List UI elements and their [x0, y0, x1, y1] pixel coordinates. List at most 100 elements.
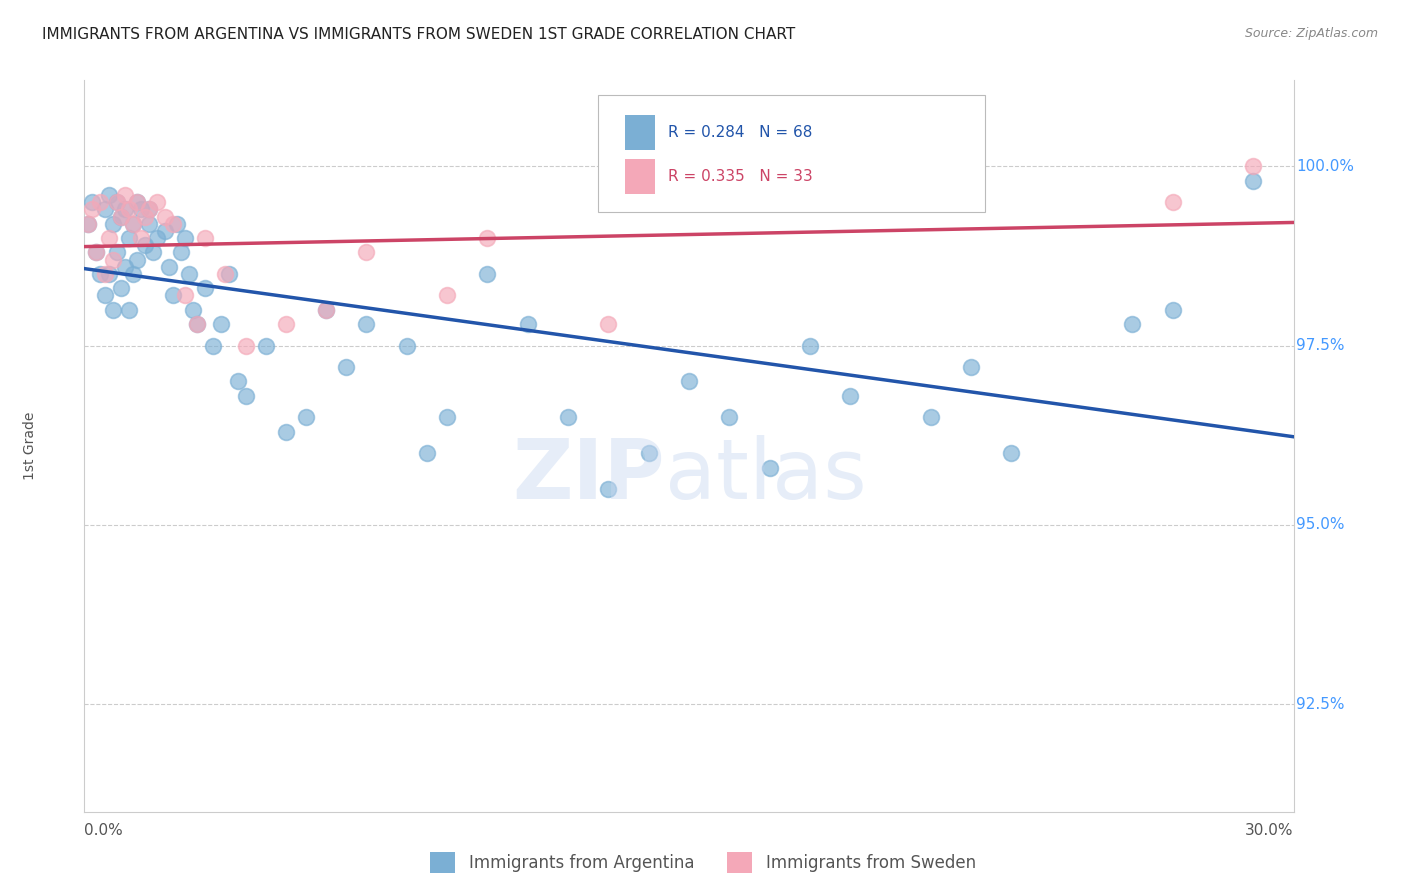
Point: [134, 238, 156, 252]
Point: [93, 202, 115, 217]
Point: [105, 195, 128, 210]
Text: 0.0%: 0.0%: [84, 822, 124, 838]
Point: [274, 317, 297, 331]
Point: [436, 410, 458, 425]
Point: [134, 210, 156, 224]
Point: [138, 202, 160, 217]
Point: [516, 317, 538, 331]
Point: [97, 267, 120, 281]
Point: [254, 338, 277, 352]
Point: [142, 245, 165, 260]
Point: [960, 195, 983, 210]
Point: [1241, 159, 1264, 173]
Point: [157, 260, 180, 274]
Point: [146, 231, 169, 245]
Point: [118, 202, 141, 217]
Point: [114, 188, 136, 202]
Point: [114, 260, 136, 274]
Point: [162, 288, 184, 302]
Point: [356, 245, 378, 260]
Text: 100.0%: 100.0%: [1296, 159, 1354, 174]
Point: [125, 195, 148, 210]
Point: [118, 231, 141, 245]
Point: [186, 317, 208, 331]
Point: [315, 302, 337, 317]
Point: [839, 389, 862, 403]
Point: [105, 245, 128, 260]
Text: 30.0%: 30.0%: [1246, 822, 1294, 838]
Point: [315, 302, 337, 317]
Point: [89, 267, 111, 281]
Point: [202, 338, 225, 352]
Point: [477, 267, 499, 281]
FancyBboxPatch shape: [624, 159, 655, 194]
Point: [274, 425, 297, 439]
Point: [637, 446, 659, 460]
Point: [1121, 317, 1143, 331]
Point: [101, 302, 124, 317]
Point: [194, 281, 217, 295]
Point: [598, 317, 620, 331]
Point: [1161, 302, 1184, 317]
Point: [97, 231, 120, 245]
Point: [82, 202, 104, 217]
Point: [86, 245, 108, 260]
Point: [153, 224, 176, 238]
Text: 97.5%: 97.5%: [1296, 338, 1344, 353]
FancyBboxPatch shape: [599, 95, 986, 212]
Point: [1000, 446, 1022, 460]
Point: [114, 202, 136, 217]
Text: 1st Grade: 1st Grade: [22, 412, 37, 480]
Point: [477, 231, 499, 245]
FancyBboxPatch shape: [624, 115, 655, 150]
Point: [77, 217, 100, 231]
Point: [186, 317, 208, 331]
Point: [129, 231, 152, 245]
Point: [162, 217, 184, 231]
Point: [138, 217, 160, 231]
Text: IMMIGRANTS FROM ARGENTINA VS IMMIGRANTS FROM SWEDEN 1ST GRADE CORRELATION CHART: IMMIGRANTS FROM ARGENTINA VS IMMIGRANTS …: [42, 27, 796, 42]
Point: [335, 360, 357, 375]
Point: [557, 410, 579, 425]
Legend: Immigrants from Argentina, Immigrants from Sweden: Immigrants from Argentina, Immigrants fr…: [423, 846, 983, 880]
Text: 95.0%: 95.0%: [1296, 517, 1344, 533]
Point: [718, 410, 741, 425]
Point: [758, 460, 780, 475]
Point: [356, 317, 378, 331]
Point: [194, 231, 217, 245]
Point: [105, 195, 128, 210]
Point: [235, 389, 257, 403]
Point: [235, 338, 257, 352]
Point: [125, 195, 148, 210]
Point: [121, 217, 143, 231]
Point: [218, 267, 240, 281]
Point: [93, 288, 115, 302]
Text: R = 0.335   N = 33: R = 0.335 N = 33: [668, 169, 813, 184]
Point: [395, 338, 418, 352]
Text: ZIP: ZIP: [512, 434, 665, 516]
Point: [799, 338, 821, 352]
Point: [118, 302, 141, 317]
Point: [97, 188, 120, 202]
Text: atlas: atlas: [665, 434, 866, 516]
Text: R = 0.284   N = 68: R = 0.284 N = 68: [668, 125, 813, 140]
Point: [89, 195, 111, 210]
Point: [101, 252, 124, 267]
Text: 92.5%: 92.5%: [1296, 697, 1344, 712]
Point: [93, 267, 115, 281]
Point: [101, 217, 124, 231]
Point: [179, 267, 201, 281]
Point: [1241, 174, 1264, 188]
Point: [125, 252, 148, 267]
Point: [170, 245, 193, 260]
Point: [295, 410, 318, 425]
Point: [174, 231, 197, 245]
Point: [110, 210, 132, 224]
Point: [416, 446, 439, 460]
Point: [174, 288, 197, 302]
Point: [110, 281, 132, 295]
Point: [86, 245, 108, 260]
Point: [960, 360, 983, 375]
Point: [121, 267, 143, 281]
Point: [920, 410, 942, 425]
